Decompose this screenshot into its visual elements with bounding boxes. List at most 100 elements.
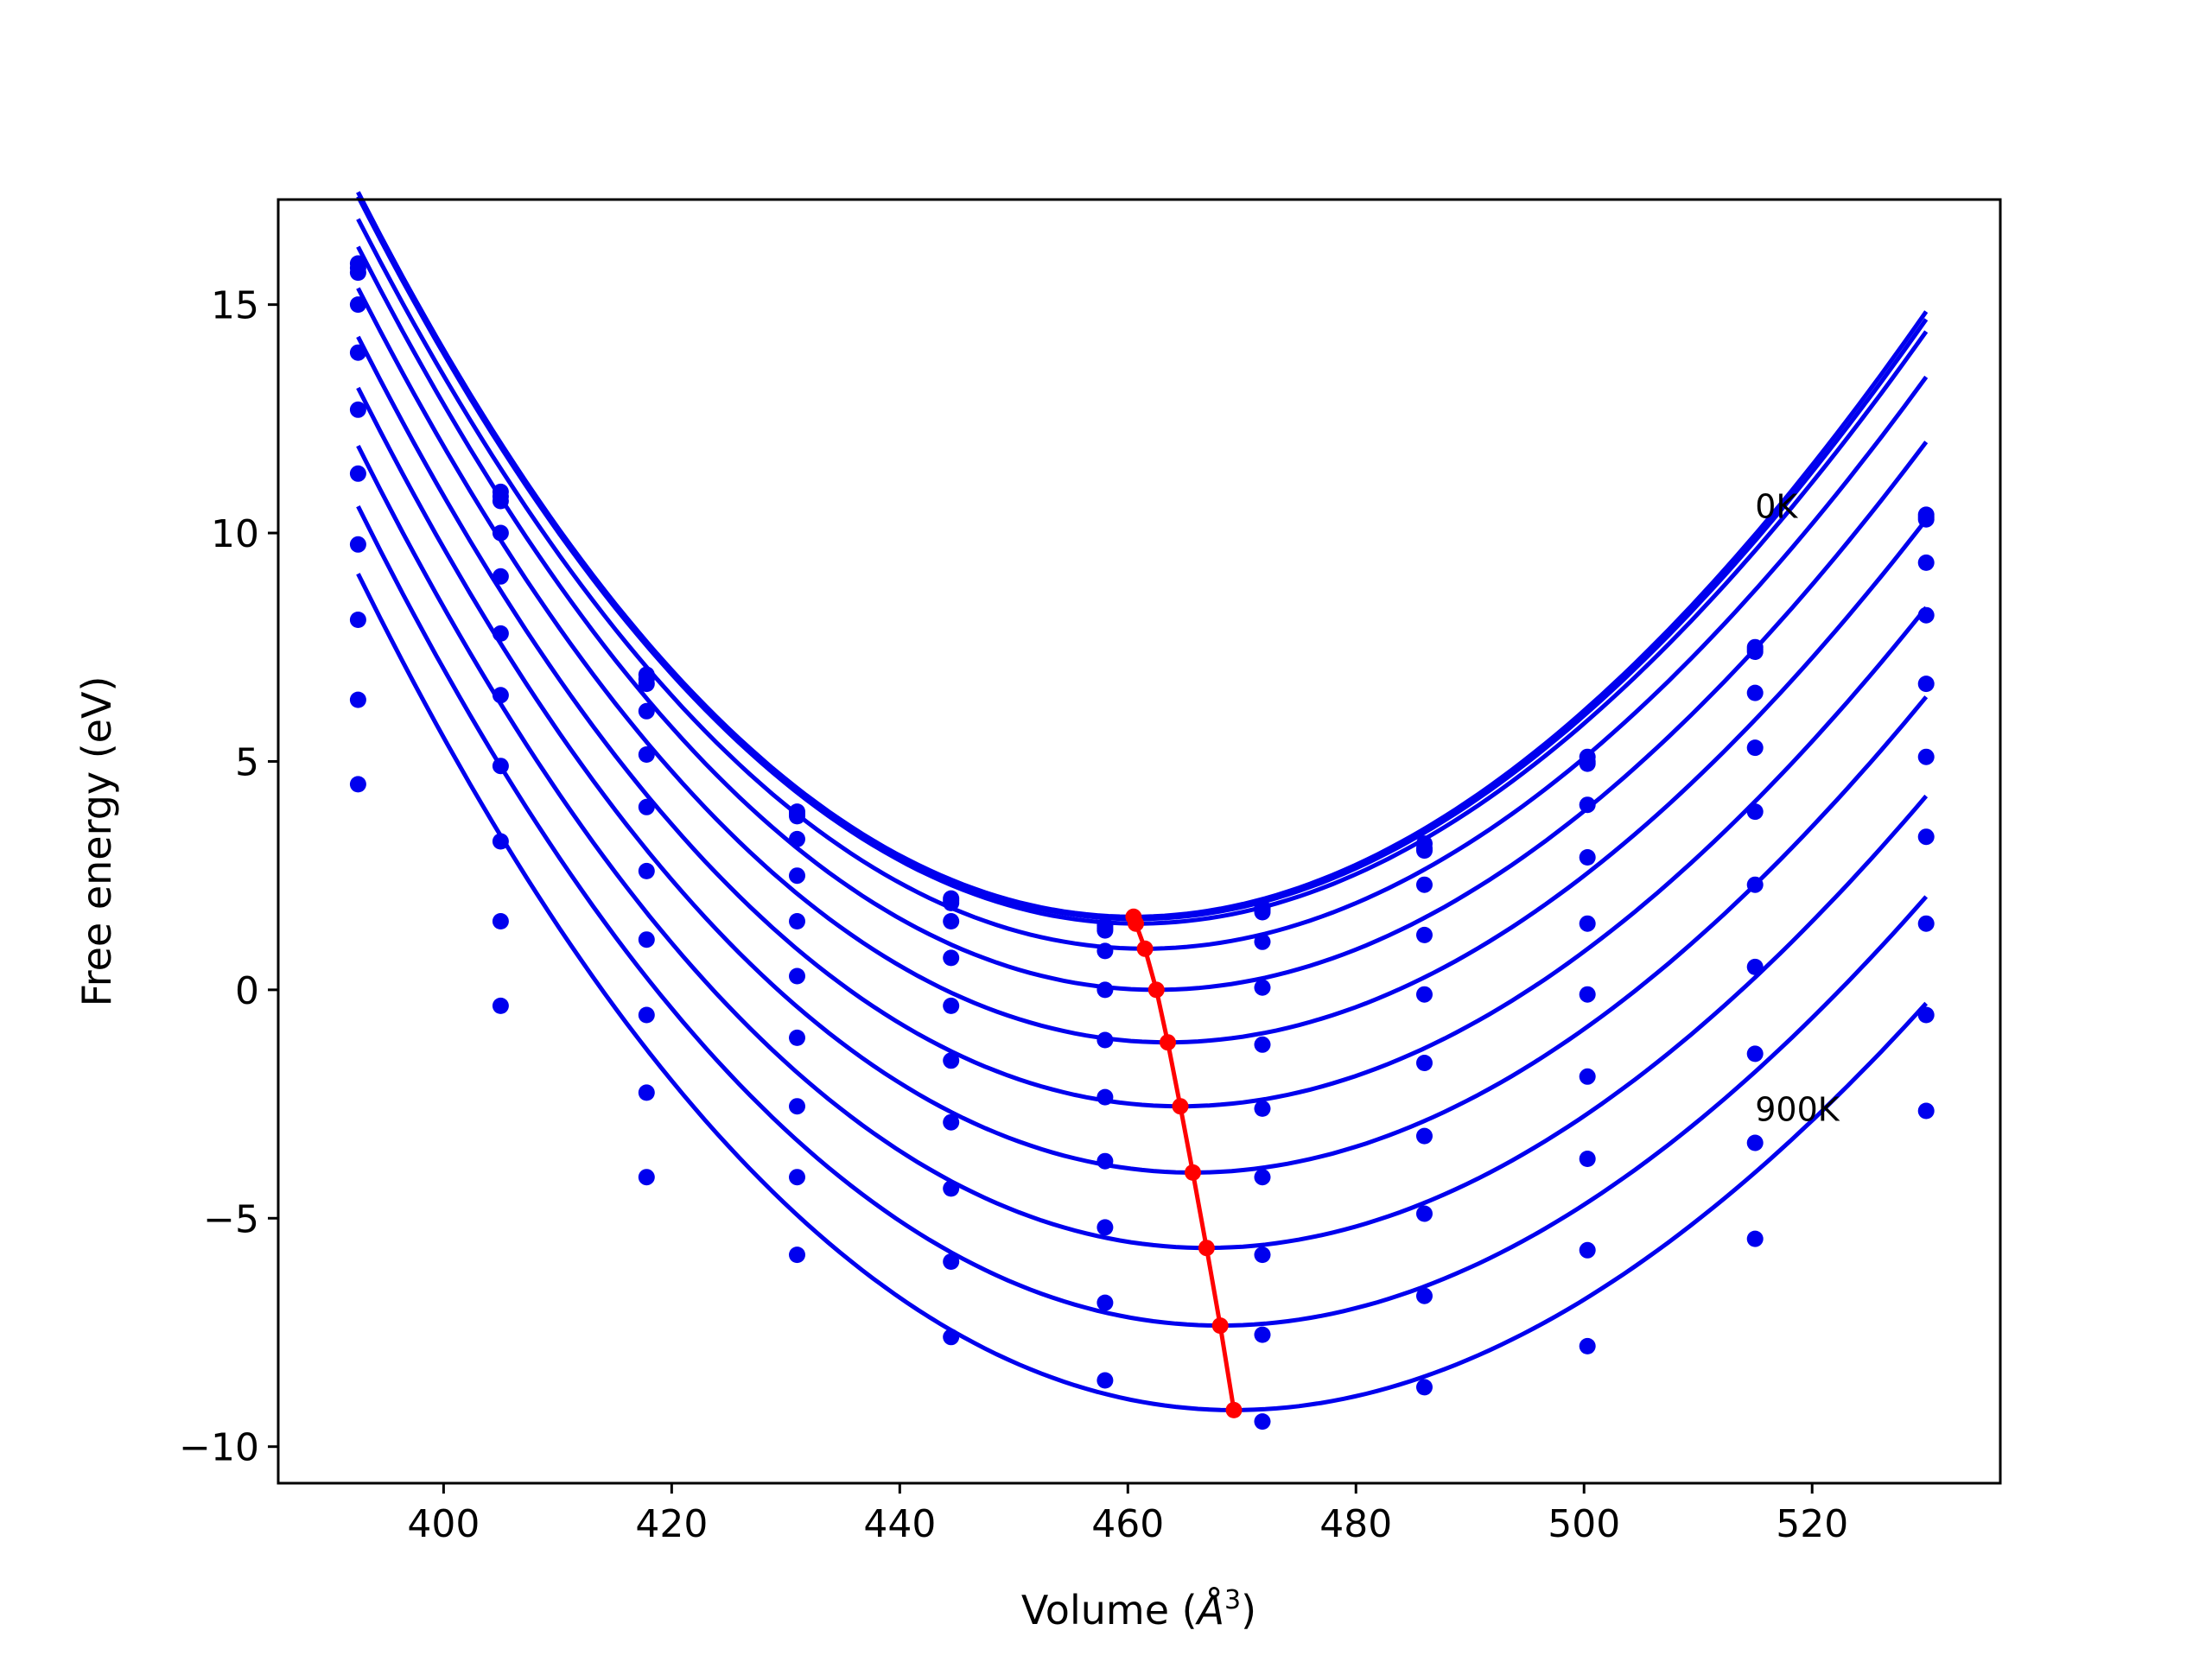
data-point: [943, 1180, 960, 1197]
data-point: [638, 1084, 655, 1101]
minimum-point: [1128, 915, 1144, 932]
y-tick-label: −5: [203, 1197, 259, 1241]
fit-curve-10: [356, 573, 1929, 1412]
data-point: [1917, 748, 1935, 765]
data-point: [1917, 676, 1935, 693]
data-point: [1254, 1036, 1271, 1053]
data-point: [943, 1253, 960, 1270]
data-point: [1254, 1100, 1271, 1117]
data-point: [1254, 979, 1271, 996]
data-point: [1096, 1088, 1114, 1106]
data-point: [1096, 1219, 1114, 1236]
x-axis-label-close: ): [1241, 1587, 1256, 1633]
data-point: [789, 867, 805, 885]
x-tick-label: 480: [1319, 1502, 1392, 1546]
data-point: [1416, 1379, 1433, 1396]
plot-frame: [276, 198, 2002, 1485]
fit-curve-7: [356, 386, 1929, 1175]
data-point: [789, 913, 805, 929]
data-point: [1096, 1294, 1114, 1311]
data-point: [1416, 842, 1433, 860]
y-tick-label: 10: [211, 512, 259, 556]
data-point: [1416, 986, 1433, 1003]
data-point: [349, 401, 366, 418]
y-tick-label: 15: [211, 284, 259, 328]
data-point: [1579, 915, 1596, 932]
minimum-point: [1160, 1034, 1176, 1051]
data-point: [789, 967, 805, 985]
data-point: [1096, 981, 1114, 999]
data-point: [1416, 1055, 1433, 1071]
data-point: [349, 536, 366, 553]
series-10: [349, 573, 1935, 1430]
data-point: [1746, 684, 1764, 701]
x-axis-label-unit: Å: [1195, 1587, 1224, 1633]
data-point: [492, 997, 509, 1014]
series-0: [349, 191, 1935, 935]
data-point: [1917, 554, 1935, 571]
data-point: [1416, 876, 1433, 893]
data-point: [1254, 904, 1271, 921]
fit-curve-4: [356, 245, 1929, 993]
data-point: [638, 746, 655, 763]
data-point: [1254, 1246, 1271, 1264]
fit-curve-1: [356, 191, 1929, 922]
data-point: [1416, 926, 1433, 943]
y-tick-label: 5: [235, 740, 259, 784]
data-point: [1254, 1169, 1271, 1186]
data-point: [349, 264, 366, 282]
series-7: [349, 386, 1935, 1186]
data-point: [1579, 986, 1596, 1003]
series-3: [349, 218, 1935, 960]
data-point: [1096, 942, 1114, 960]
data-point: [638, 931, 655, 948]
data-point: [943, 913, 960, 929]
data-point: [638, 1006, 655, 1024]
data-point: [1096, 1152, 1114, 1170]
annotation-label: 0K: [1755, 487, 1798, 525]
annotation-label: 900K: [1755, 1090, 1840, 1128]
x-tick-label: 460: [1091, 1502, 1164, 1546]
series-4: [349, 245, 1935, 999]
fit-curve-8: [356, 444, 1929, 1251]
fit-curve-2: [356, 195, 1929, 926]
x-axis-label-exponent: 3: [1224, 1585, 1241, 1615]
data-point: [1579, 1337, 1596, 1354]
minimum-point: [1198, 1240, 1215, 1257]
data-point: [1254, 933, 1271, 950]
data-point: [789, 1098, 805, 1115]
data-point: [638, 676, 655, 693]
data-point: [638, 862, 655, 879]
annotations: 0K 900K: [1755, 487, 1840, 1128]
data-point: [638, 1169, 655, 1186]
x-tick-label: 520: [1776, 1502, 1848, 1546]
data-point: [349, 691, 366, 708]
series-1: [349, 191, 1935, 936]
fit-curve-6: [356, 335, 1929, 1109]
minimum-point: [1185, 1164, 1201, 1181]
data-point: [1096, 1372, 1114, 1389]
data-point: [349, 612, 366, 628]
data-point: [1254, 1326, 1271, 1343]
x-tick-label: 500: [1548, 1502, 1620, 1546]
y-axis: −10 −5 0 5 10 15: [179, 284, 278, 1470]
x-axis-label: Volume (Å3): [1021, 1585, 1256, 1633]
x-tick-label: 420: [635, 1502, 708, 1546]
fit-curve-9: [356, 504, 1929, 1329]
y-tick-label: 0: [235, 969, 259, 1013]
minimum-series: [1125, 908, 1243, 1418]
data-point: [1416, 1205, 1433, 1222]
data-point: [1096, 922, 1114, 939]
data-point: [943, 997, 960, 1014]
minimum-point: [1211, 1317, 1229, 1335]
data-point: [1254, 1413, 1271, 1430]
minimum-point: [1225, 1401, 1243, 1418]
minimum-line: [1131, 916, 1236, 1411]
y-axis-label: Free energy (eV): [73, 676, 120, 1007]
data-point: [1416, 1127, 1433, 1145]
data-point: [1579, 1068, 1596, 1085]
data-point: [1917, 1102, 1935, 1120]
data-point: [943, 1329, 960, 1346]
minimum-point: [1172, 1098, 1189, 1115]
